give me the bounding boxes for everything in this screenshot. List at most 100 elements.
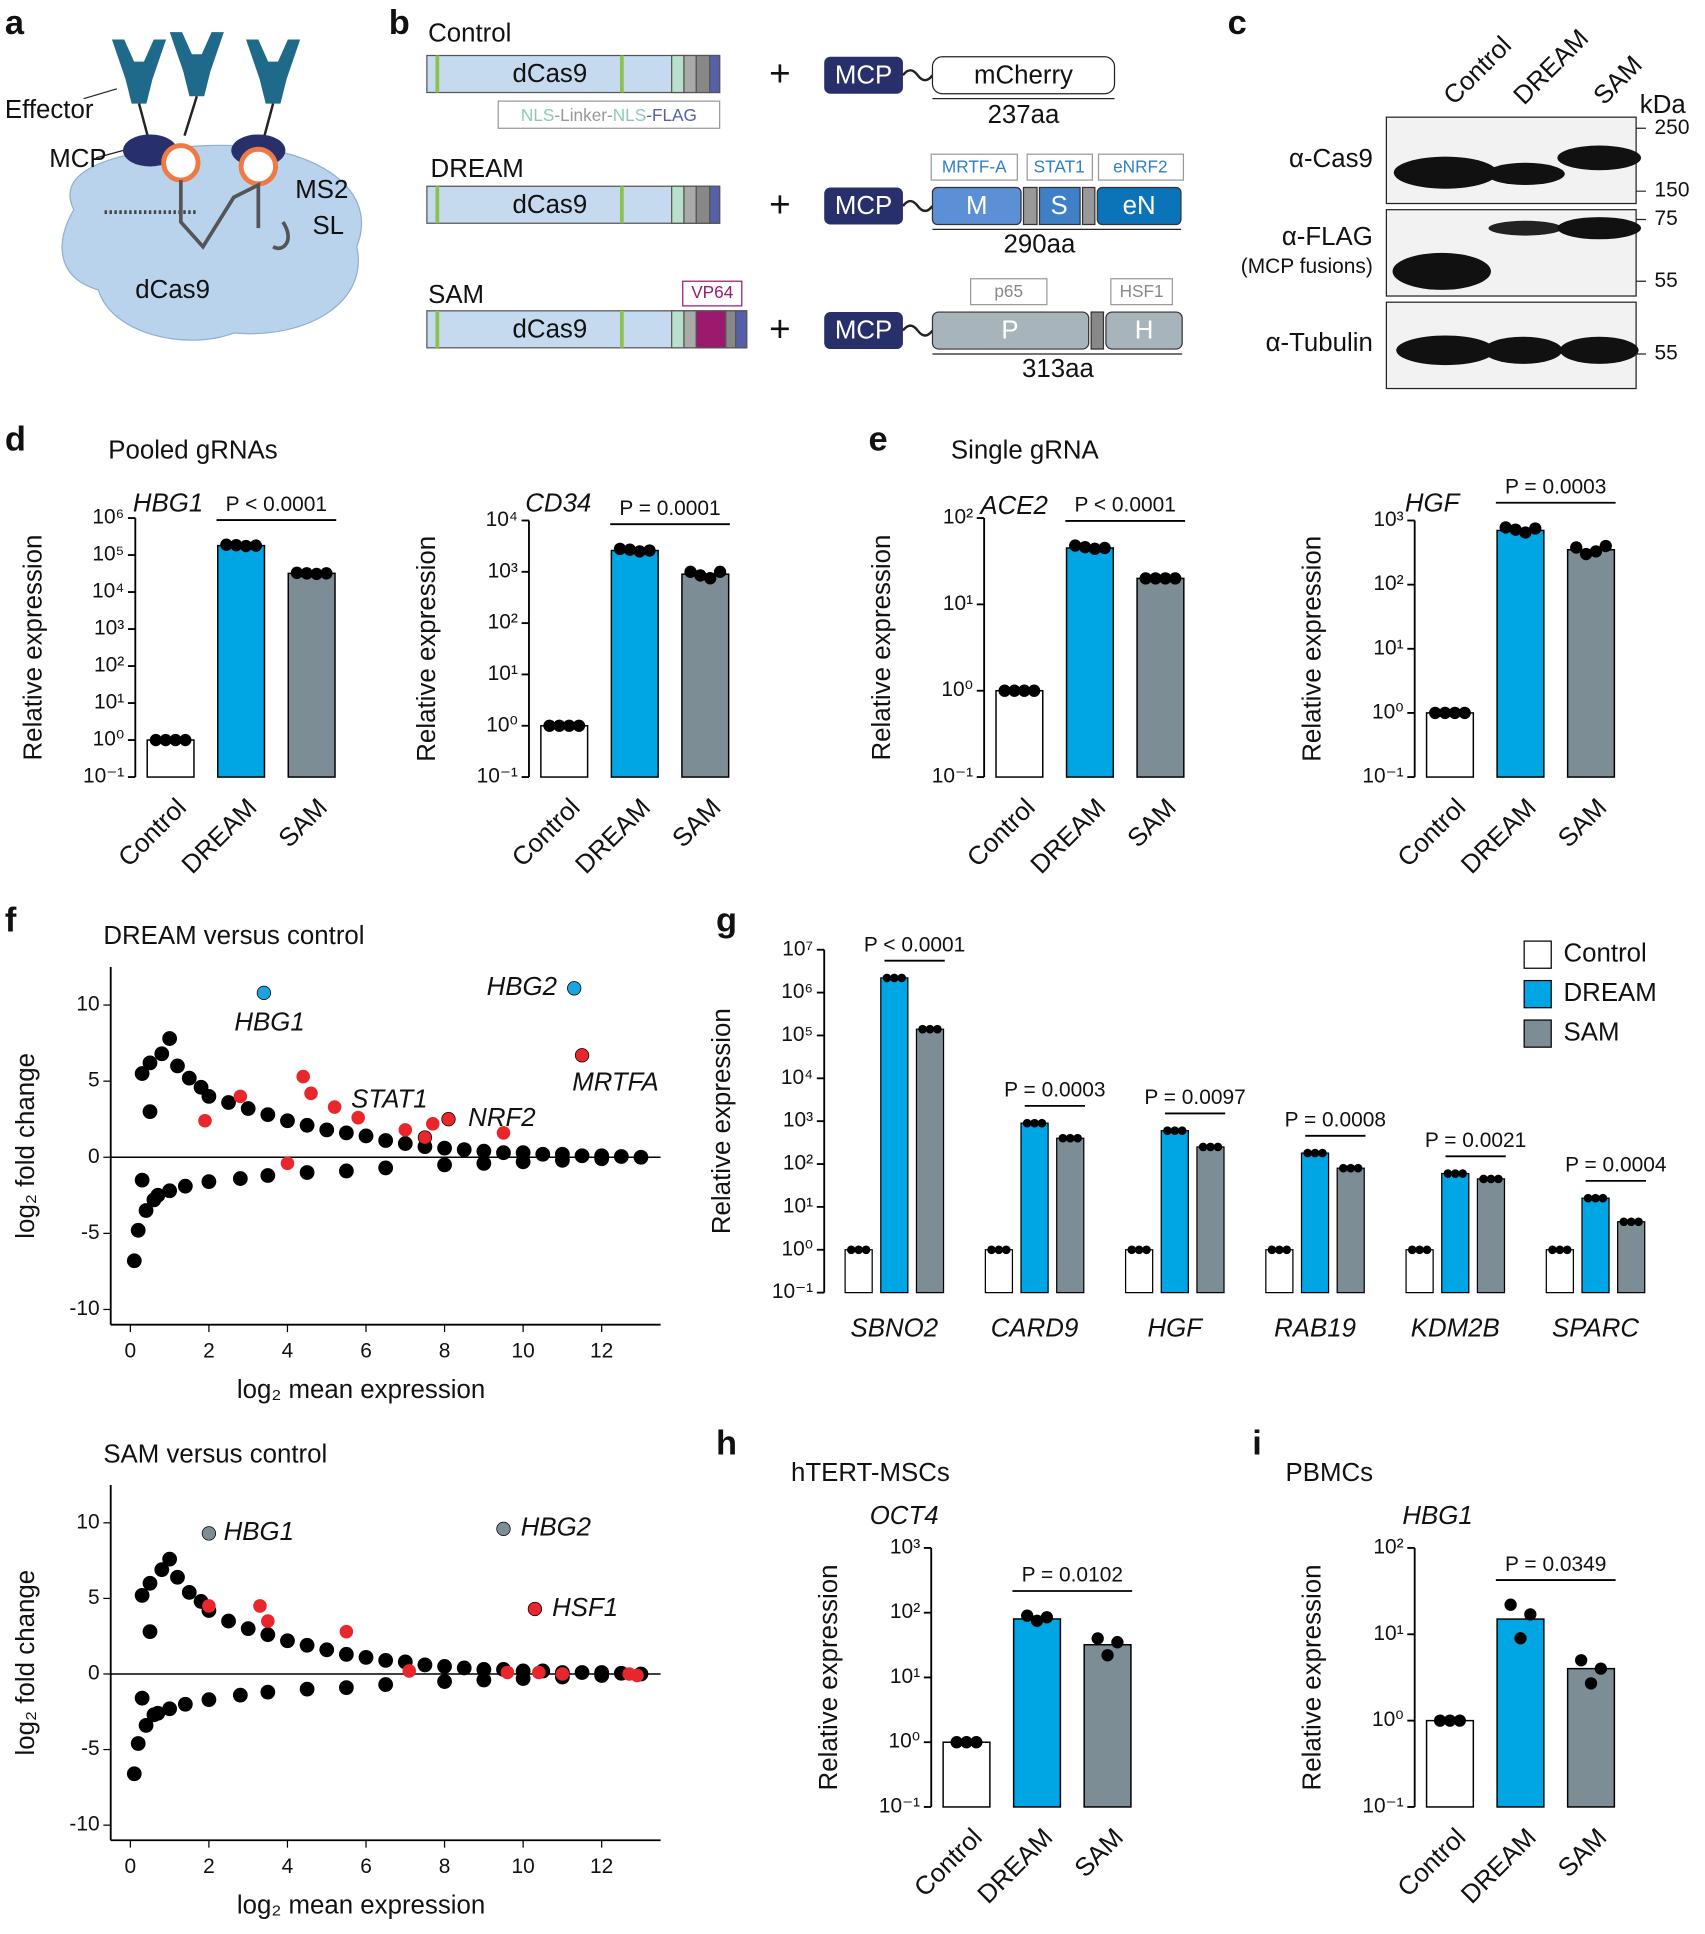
bar-dot <box>1065 1133 1075 1143</box>
p-value: P = 0.0008 <box>1285 1109 1386 1132</box>
domain-name: STAT1 <box>1034 156 1085 176</box>
bar-dot <box>1170 1126 1180 1136</box>
x-tick-label: SAM <box>1553 1823 1612 1883</box>
point <box>378 1652 394 1668</box>
bar <box>1136 577 1185 778</box>
domain-name: VP64 <box>691 282 734 302</box>
point <box>555 1667 570 1681</box>
label: dCas9 <box>513 191 588 219</box>
point <box>358 1649 374 1665</box>
point <box>201 1174 217 1190</box>
domain-name: eNRF2 <box>1113 156 1168 176</box>
replicate-dot <box>169 733 182 747</box>
panel-a: Effector MCP MS2 SL dCas9 <box>5 32 363 341</box>
replicate-dot <box>1448 706 1462 720</box>
point <box>134 1172 150 1188</box>
bar-dot <box>987 1245 996 1255</box>
point <box>299 1165 315 1180</box>
bar <box>1581 1197 1610 1294</box>
x-tick-label: 2 <box>203 1855 215 1878</box>
x-tick-label: 10 <box>511 1339 534 1362</box>
replicate-dot <box>1499 521 1512 534</box>
panel-letter: g <box>716 902 737 940</box>
bar-dot <box>1583 1193 1593 1203</box>
gene-label: HGF <box>1405 489 1462 517</box>
point <box>177 1178 193 1194</box>
replicate-dot <box>1078 540 1092 554</box>
x-tick-label: RAB19 <box>1274 1314 1356 1342</box>
point <box>261 1614 275 1628</box>
y-tick-label: 10¹ <box>1373 1622 1403 1645</box>
point <box>500 1665 515 1680</box>
point <box>296 1069 310 1084</box>
point <box>126 1253 142 1269</box>
replicate-dot <box>159 733 172 747</box>
bar-dot <box>1450 1169 1460 1178</box>
blot-note: (MCP fusions) <box>1241 255 1373 278</box>
point <box>170 1569 185 1585</box>
y-tick-label: 0 <box>88 1145 100 1168</box>
y-tick-label: 10⁰ <box>1372 1708 1404 1731</box>
point <box>232 1171 248 1186</box>
x-tick-label: HGF <box>1148 1314 1205 1342</box>
y-axis-label: Relative expression <box>413 536 441 762</box>
replicate-dot <box>613 542 627 556</box>
bar-dot <box>925 1024 935 1034</box>
chart-title: SAM versus control <box>103 1440 327 1468</box>
point <box>319 1122 335 1138</box>
bar-dot <box>1001 1245 1011 1255</box>
point <box>150 1705 166 1721</box>
panel-c: Control DREAM SAM kDa α-Cas9 α-FLAG (MCP… <box>1241 24 1689 390</box>
replicate-dot <box>553 719 566 732</box>
replicate-dot <box>643 544 656 557</box>
legend-swatch <box>1523 979 1552 1009</box>
bar-dot <box>1494 1174 1503 1184</box>
point <box>221 1095 236 1110</box>
point <box>622 1667 636 1681</box>
point <box>240 1621 256 1637</box>
point <box>142 1055 158 1071</box>
point <box>177 1696 193 1712</box>
plus: + <box>769 309 791 350</box>
x-tick-label: 12 <box>590 1339 613 1362</box>
y-axis-label: log₂ fold change <box>12 1570 40 1756</box>
panel-letter: h <box>716 1425 737 1463</box>
bar <box>984 1249 1014 1294</box>
bar-dot <box>846 1245 856 1255</box>
point <box>202 1599 216 1613</box>
replicate-dot <box>1514 1632 1527 1645</box>
replicate-dot <box>1458 706 1471 720</box>
replicate-dot <box>1509 523 1522 536</box>
plus: + <box>769 184 791 225</box>
label: MS2 <box>295 176 348 204</box>
bar-dot <box>1562 1245 1572 1255</box>
point <box>240 1101 256 1116</box>
point <box>299 1637 315 1653</box>
point <box>198 1113 212 1128</box>
point <box>260 1684 276 1700</box>
point <box>567 981 582 996</box>
bar-dot <box>1353 1163 1363 1173</box>
y-tick-label: 10⁷ <box>782 937 813 960</box>
point <box>201 1526 217 1541</box>
point-label: NRF2 <box>468 1104 535 1132</box>
effectors <box>111 32 301 104</box>
y-tick-label: 10³ <box>1373 508 1403 531</box>
point <box>304 1086 318 1101</box>
replicate-dot <box>1584 1677 1598 1690</box>
replicate-dot <box>1504 1598 1517 1611</box>
point <box>319 1642 335 1658</box>
y-tick-label: 10⁰ <box>1372 700 1404 723</box>
replicate-dot <box>572 719 586 732</box>
panel-letter: b <box>389 4 410 42</box>
y-axis-label: Relative expression <box>1299 1564 1327 1790</box>
x-tick-label: 0 <box>125 1339 137 1362</box>
y-tick-label: 10² <box>783 1152 813 1175</box>
point <box>532 1665 546 1680</box>
bar-dot <box>1591 1193 1600 1203</box>
y-tick-label: 5 <box>88 1069 100 1092</box>
y-tick-label: 10⁰ <box>486 713 518 736</box>
label: dCas9 <box>513 60 588 88</box>
bar-dot <box>861 1245 871 1255</box>
